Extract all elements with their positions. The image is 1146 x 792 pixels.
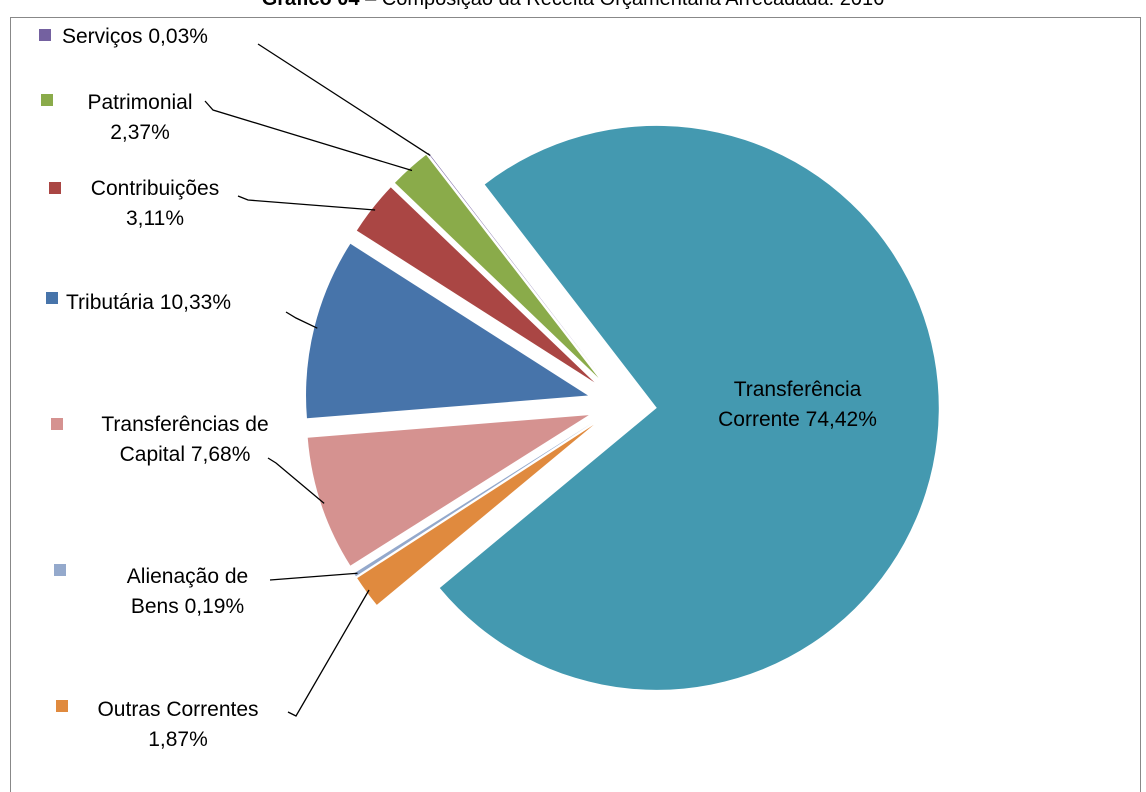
slice-label: Transferência Corrente 74,42%	[690, 375, 905, 435]
pie-slice	[354, 422, 593, 577]
legend-key	[54, 564, 66, 576]
value-label: 74,42%	[805, 408, 877, 431]
value-label: 0,19%	[184, 595, 245, 618]
legend-key	[49, 182, 61, 194]
category-label: Patrimonial	[87, 91, 193, 114]
category-label: Transferência Corrente	[718, 378, 862, 431]
leader-line	[267, 457, 325, 504]
pie-slice	[357, 424, 594, 605]
category-label: Contribuições	[90, 177, 220, 200]
value-label: 1,87%	[148, 728, 208, 751]
category-label: Transferências de Capital	[101, 413, 269, 466]
value-label: 3,11%	[126, 207, 184, 230]
category-label: Outras Correntes	[97, 698, 259, 721]
slice-label: Transferências de Capital 7,68%	[75, 410, 295, 470]
pie-slice	[439, 125, 939, 690]
leader-line	[257, 43, 431, 156]
legend-key	[39, 29, 51, 41]
leader-line	[269, 572, 358, 581]
title-label: Gráfico 04	[262, 0, 360, 10]
slice-label: Tributária 10,33%	[66, 288, 306, 318]
plot-border	[10, 17, 1141, 792]
slice-label: Serviços 0,03%	[62, 22, 282, 52]
pie-slice	[307, 415, 589, 566]
slice-label: Outras Correntes 1,87%	[78, 695, 278, 755]
legend-key	[56, 700, 68, 712]
value-label: 10,33%	[159, 291, 231, 314]
leader-line	[287, 589, 370, 717]
title-text: – Composição da Receita Orçamentária Arr…	[365, 0, 884, 10]
leader-line	[237, 195, 376, 211]
pie-slice	[428, 152, 601, 377]
value-label: 7,68%	[190, 443, 251, 466]
value-label: 0,03%	[148, 25, 208, 48]
pie-slice	[356, 187, 595, 383]
chart-title: Gráfico 04 – Composição da Receita Orçam…	[0, 0, 1146, 11]
pie-slice	[306, 243, 589, 419]
leader-line	[285, 311, 318, 329]
pie-slice	[394, 154, 599, 378]
category-label: Tributária	[66, 291, 154, 314]
legend-key	[41, 94, 53, 106]
legend-key	[46, 292, 58, 304]
category-label: Alienação de Bens	[126, 565, 249, 618]
leader-line	[204, 100, 413, 172]
slice-label: Contribuições 3,11%	[70, 174, 240, 234]
slice-label: Alienação de Bens 0,19%	[105, 562, 270, 622]
value-label: 2,37%	[110, 121, 170, 144]
category-label: Serviços	[62, 25, 143, 48]
slice-label: Patrimonial 2,37%	[65, 88, 215, 148]
legend-key	[51, 418, 63, 430]
